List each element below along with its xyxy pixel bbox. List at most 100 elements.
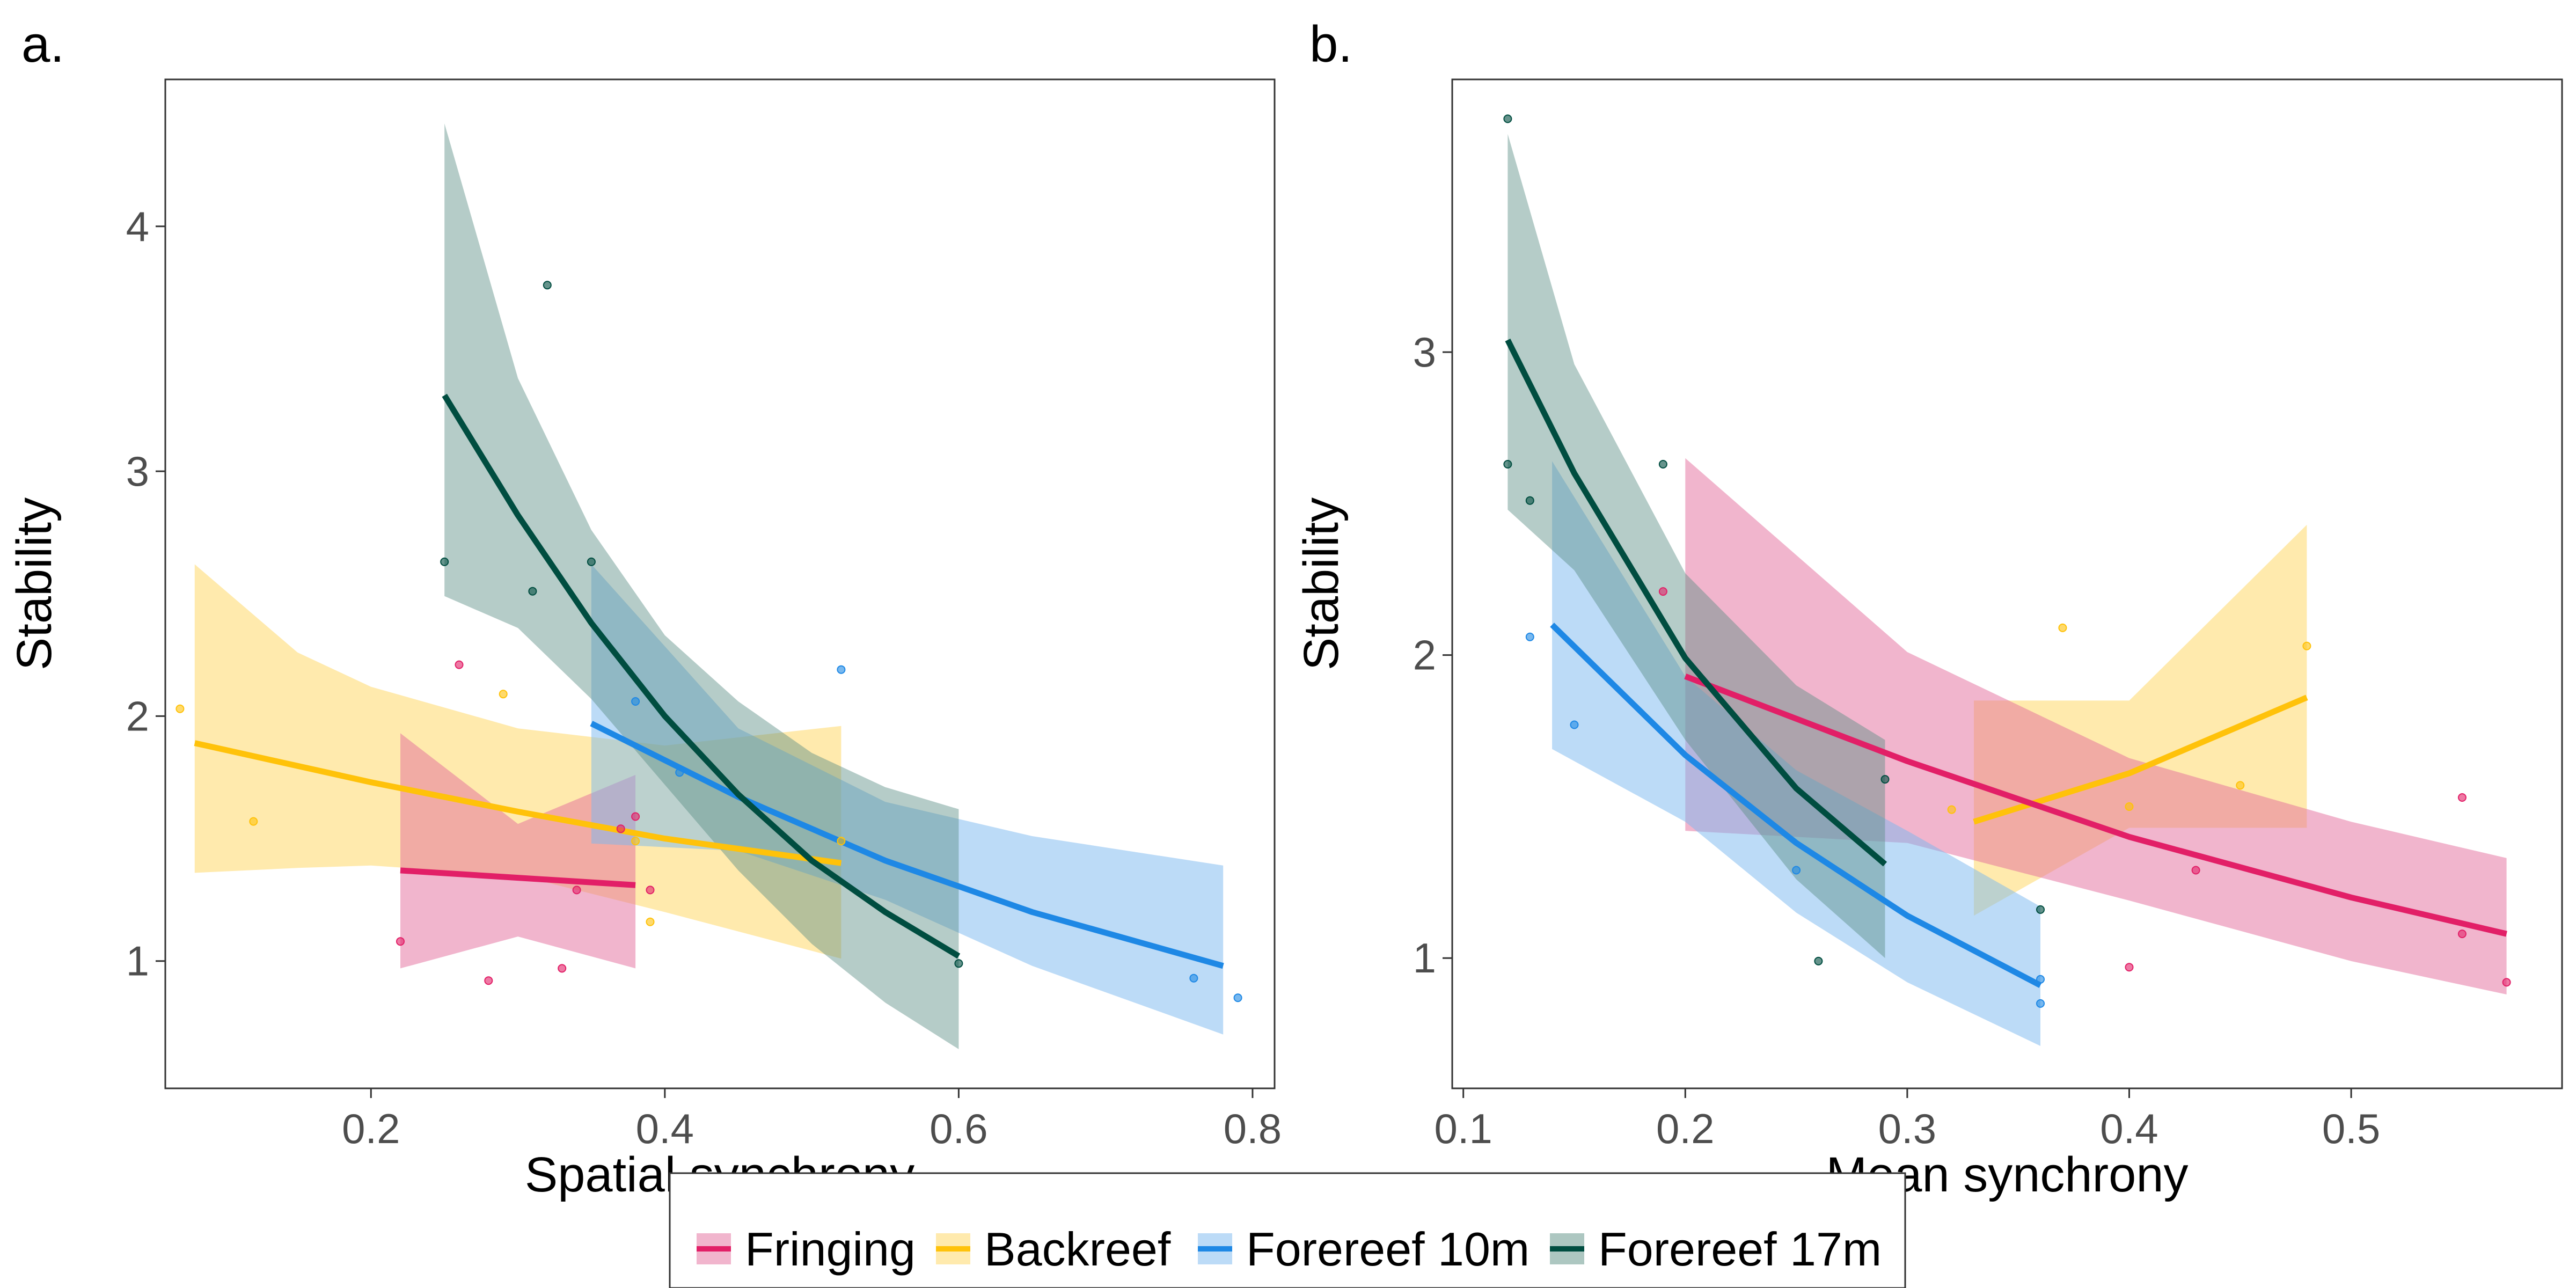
panel-b-label: b. (1309, 16, 1352, 73)
panel-a-point-backreef-4 (646, 917, 655, 926)
panel-a-point-forereef17-4 (954, 959, 963, 968)
panel-b-point-forereef17-1 (1503, 460, 1512, 469)
legend-item-forereef10: Forereef 10m (1198, 1223, 1529, 1276)
panel-a-fit-line-backreef (194, 740, 842, 866)
panel-a-y-tick-label-3: 4 (126, 203, 149, 250)
panel-a-y-tick-label-2: 3 (126, 448, 149, 495)
panel-a-x-tick-label-0: 0.2 (342, 1105, 400, 1152)
legend-label-fringing: Fringing (745, 1223, 916, 1276)
panel-a-point-backreef-2 (499, 690, 508, 699)
panel-a-point-fringing-0 (396, 937, 405, 946)
panel-b-point-forereef10-4 (2036, 999, 2045, 1008)
panel-a-y-tick-label-1: 2 (126, 692, 149, 740)
panel-a-point-fringing-6 (631, 812, 640, 821)
panel-b-x-tick-label-1: 0.2 (1656, 1105, 1714, 1152)
panel-b-point-fringing-4 (2457, 930, 2467, 939)
panel-b-point-forereef17-4 (1814, 956, 1823, 965)
panel-b: b. 0.1 0.2 0.3 0.4 0.5 123 Mean synchrony St… (1294, 16, 2563, 1202)
panel-b-point-forereef17-0 (1503, 114, 1512, 123)
panel-b-y-tick-label-2: 3 (1413, 328, 1436, 376)
panel-b-point-forereef10-1 (1570, 720, 1579, 729)
panel-b-point-forereef17-2 (1525, 496, 1534, 505)
panel-a-band-forereef17 (444, 123, 959, 1050)
panel-a-point-backreef-0 (175, 704, 185, 713)
panel-a-y-axis: 1 2 3 4 (126, 203, 165, 985)
panel-a-point-forereef10-0 (631, 697, 640, 706)
panel-a-confidence-bands (194, 123, 1224, 1050)
panel-a-points (175, 281, 1242, 1002)
panel-b-band-forereef10 (1552, 461, 2040, 1046)
panel-b-point-forereef10-3 (2036, 975, 2045, 984)
panel-b-y-axis-title: Stability (1294, 497, 1349, 670)
panel-a-point-forereef17-2 (543, 281, 552, 290)
panel-b-point-forereef17-3 (1658, 460, 1667, 469)
panel-a-y-axis-title: Stability (7, 497, 62, 670)
panel-b-points (1503, 114, 2511, 1008)
panel-b-x-tick-label-0: 0.1 (1434, 1105, 1492, 1152)
panel-b-y-tick-label-1: 2 (1413, 632, 1436, 679)
legend-item-backreef: Backreef (936, 1223, 1171, 1276)
panel-b-x-tick-label-2: 0.3 (1878, 1105, 1936, 1152)
panel-b-x-axis: 0.1 0.2 0.3 0.4 0.5 (1434, 1088, 2380, 1152)
panel-b-point-forereef17-5 (1880, 775, 1890, 784)
panel-b-frame (1451, 78, 2563, 1089)
panel-a-point-fringing-3 (558, 964, 567, 973)
panel-a-point-forereef10-2 (837, 665, 846, 674)
panel-b-y-tick-label-0: 1 (1413, 934, 1436, 982)
legend-label-forereef17: Forereef 17m (1598, 1223, 1882, 1276)
panel-a-x-tick-label-1: 0.4 (636, 1105, 694, 1152)
panel-b-point-backreef-3 (2236, 781, 2245, 790)
panel-a-point-forereef17-0 (440, 557, 449, 566)
panel-b-x-tick-label-4: 0.5 (2322, 1105, 2380, 1152)
panel-a-point-forereef17-3 (587, 557, 596, 566)
panel-b-point-backreef-0 (1947, 805, 1956, 814)
panel-b-fit-line-forereef17 (1505, 339, 1887, 867)
panel-b-point-fringing-0 (1658, 587, 1667, 596)
legend-item-forereef17: Forereef 17m (1550, 1223, 1882, 1276)
panel-a-band-forereef10 (591, 564, 1224, 1035)
panel-a-band-backreef (194, 564, 841, 959)
panel-b-band-forereef17 (1507, 134, 1885, 958)
panel-a-point-backreef-1 (249, 817, 258, 826)
panel-a-x-axis: 0.2 0.4 0.6 0.8 (342, 1088, 1282, 1152)
panel-a-point-fringing-5 (616, 824, 625, 833)
panel-b-point-backreef-4 (2302, 641, 2311, 650)
panel-a-point-forereef17-1 (528, 587, 537, 596)
panel-b-x-tick-label-3: 0.4 (2100, 1105, 2158, 1152)
panel-a-fit-line-fringing (400, 867, 636, 888)
panel-b-confidence-bands (1507, 134, 2507, 1046)
legend-frame (669, 1172, 1906, 1288)
legend-item-fringing: Fringing (697, 1223, 916, 1276)
panel-b-band-fringing (1685, 458, 2507, 994)
panel-a-fit-lines (194, 393, 1224, 969)
panel-a-point-backreef-5 (837, 837, 846, 846)
panel-b-point-fringing-3 (2457, 793, 2467, 802)
legend-label-forereef10: Forereef 10m (1246, 1223, 1529, 1276)
panel-a-x-tick-label-3: 0.8 (1224, 1105, 1282, 1152)
panel-a-frame (164, 78, 1276, 1089)
panel-b-fit-line-backreef (1973, 694, 2308, 825)
panel-a-point-fringing-7 (646, 885, 655, 895)
panel-a-label: a. (21, 16, 64, 73)
panel-b-point-forereef10-0 (1525, 632, 1534, 641)
panel-b-point-fringing-5 (2502, 978, 2511, 987)
panel-b-point-backreef-1 (2058, 623, 2067, 632)
panel-a-point-fringing-4 (572, 885, 581, 895)
panel-a-point-fringing-1 (455, 660, 464, 669)
panel-a-point-forereef10-1 (675, 768, 684, 777)
panel-b-point-forereef10-2 (1792, 866, 1801, 875)
panel-b-fit-line-forereef10 (1550, 623, 2042, 988)
panel-b-point-backreef-2 (2125, 802, 2134, 811)
panel-a-point-backreef-3 (631, 837, 640, 846)
panel-a-fit-line-forereef10 (590, 721, 1224, 969)
panel-b-point-forereef17-6 (2036, 905, 2045, 914)
legend: Fringing Backreef Forereef 10m Forereef … (669, 1172, 1906, 1288)
panel-a-band-fringing (400, 733, 636, 969)
panel-a-point-forereef10-3 (1189, 974, 1198, 983)
panel-a-point-forereef10-4 (1233, 993, 1242, 1002)
panel-a-fit-line-forereef17 (442, 393, 961, 959)
legend-label-backreef: Backreef (984, 1223, 1171, 1276)
panel-a-y-tick-label-0: 1 (126, 938, 149, 985)
